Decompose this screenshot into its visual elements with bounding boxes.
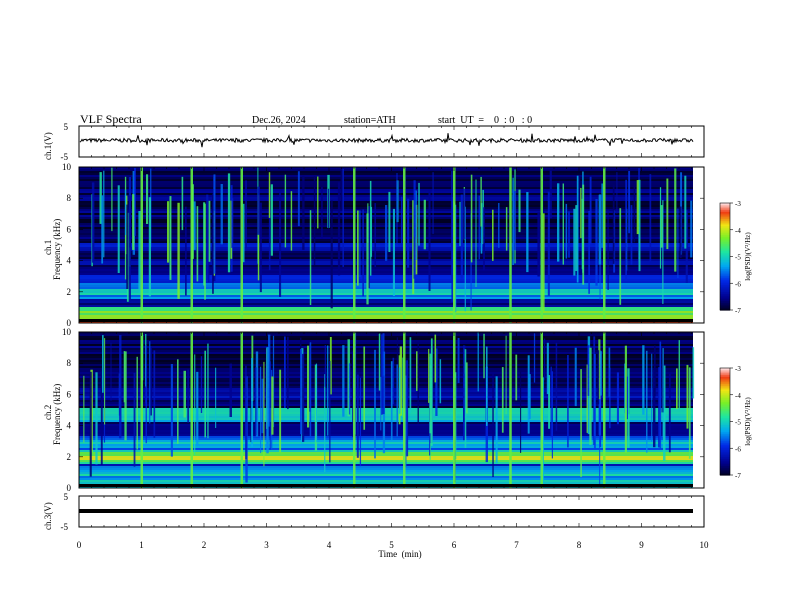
- x-tick-label-10: 10: [700, 540, 710, 550]
- ch2-spectrogram-image: [79, 332, 695, 488]
- start-ut-label: start UT = 0 : 0 : 0: [438, 115, 532, 126]
- ch1-ytick-bottom: -5: [61, 152, 69, 162]
- sferic-8: [603, 167, 606, 323]
- x-tick-label-4: 4: [327, 540, 332, 550]
- spec2-ytick-4: 4: [67, 421, 72, 431]
- cbar1-tick--6: -6: [735, 280, 741, 288]
- spec2-ytick-2: 2: [67, 452, 72, 462]
- x-tick-label-3: 3: [264, 540, 269, 550]
- spec2-ytick-10: 10: [62, 327, 72, 337]
- spec1-ytick-6: 6: [67, 224, 72, 234]
- x-tick-label-0: 0: [77, 540, 82, 550]
- spec1-ytick-0: 0: [67, 318, 72, 328]
- ch1-spectrogram-image: [79, 167, 693, 323]
- ch3-panel: 5 -5 ch.3(V): [43, 492, 705, 532]
- sferic-2: [240, 167, 243, 323]
- figure-title: VLF Spectra: [80, 112, 142, 126]
- ch1-ylabel-ch: ch.1: [43, 240, 53, 255]
- x-axis: 0 1 2 3 4 5 6 7 8 9 10: [77, 540, 709, 550]
- cbar2-tick--5: -5: [735, 419, 741, 427]
- x-tick-label-5: 5: [389, 540, 394, 550]
- x-tick-label-1: 1: [139, 540, 144, 550]
- spec1-ytick-10: 10: [62, 162, 72, 172]
- sferic-3: [353, 332, 356, 488]
- ch1-ylabel: ch.1(V): [43, 132, 53, 160]
- sferic-3: [353, 167, 356, 323]
- ch1-panel: 5 -5 ch.1(V): [43, 122, 705, 162]
- x-tick-label-8: 8: [577, 540, 582, 550]
- sferic-7: [540, 332, 543, 488]
- sferic-8: [603, 332, 606, 488]
- spec2-ytick-0: 0: [67, 483, 72, 493]
- spec1-ytick-4: 4: [67, 256, 72, 266]
- cbar2-tick--7: -7: [735, 472, 741, 480]
- sferic-5: [453, 332, 456, 488]
- cbar2-label: log(PSD)(V²/Hz): [744, 397, 752, 446]
- cbar2-tick--3: -3: [735, 365, 741, 373]
- cbar1-tick--4: -4: [735, 227, 741, 235]
- ch3-ylabel: ch.3(V): [43, 502, 53, 530]
- sferic-6: [509, 167, 512, 323]
- sferic-0: [140, 167, 143, 323]
- sferic-0: [140, 332, 143, 488]
- x-tick-label-2: 2: [202, 540, 207, 550]
- date-label: Dec.26, 2024: [252, 115, 306, 126]
- sferic-2: [240, 332, 243, 488]
- sferic-7: [540, 167, 543, 323]
- sferic-4: [403, 167, 406, 323]
- spec2-ytick-8: 8: [67, 358, 72, 368]
- cbar1-tick--7: -7: [735, 307, 741, 315]
- ch3-waveform-line: [79, 509, 693, 513]
- ch2-ylabel-freq: Frequency (kHz): [52, 384, 62, 445]
- spec2-ytick-6: 6: [67, 389, 72, 399]
- ch3-ytick-top: 5: [64, 492, 69, 502]
- ch2-ylabel-ch: ch.2: [43, 405, 53, 420]
- spec1-ytick-8: 8: [67, 193, 72, 203]
- cbar1-label: log(PSD)(V²/Hz): [744, 232, 752, 281]
- sferic-1: [190, 167, 193, 323]
- ch2-spectrogram-panel: 0 2 4 6 8 10 ch.2 Frequency (kHz): [43, 327, 705, 493]
- x-tick-label-6: 6: [452, 540, 457, 550]
- cbar1-tick--3: -3: [735, 200, 741, 208]
- ch1-spectrogram-panel: 0 2 4 6 8 10 ch.1 Frequency (kHz): [43, 162, 705, 328]
- cbar2-tick--4: -4: [735, 392, 741, 400]
- cbar1-tick--5: -5: [735, 254, 741, 262]
- cbar2-tick--6: -6: [735, 445, 741, 453]
- sferic-1: [190, 332, 193, 488]
- sferic-4: [403, 332, 406, 488]
- ch1-colorbar: -3 -4 -5 -6 -7 log(PSD)(V²/Hz): [719, 200, 752, 315]
- ch1-frame: [78, 125, 705, 158]
- spec1-ytick-2: 2: [67, 287, 72, 297]
- sferic-5: [453, 167, 456, 323]
- ch3-ytick-bottom: -5: [61, 522, 69, 532]
- ch1-ytick-top: 5: [64, 122, 69, 132]
- x-axis-label: Time (min): [378, 549, 421, 559]
- ch1-waveform-line: [79, 133, 694, 148]
- ch2-colorbar: -3 -4 -5 -6 -7 log(PSD)(V²/Hz): [719, 365, 752, 480]
- x-tick-label-7: 7: [514, 540, 519, 550]
- ch1-ylabel-freq: Frequency (kHz): [52, 219, 62, 280]
- sferic-6: [509, 332, 512, 488]
- station-label: station=ATH: [344, 115, 396, 126]
- x-tick-label-9: 9: [639, 540, 644, 550]
